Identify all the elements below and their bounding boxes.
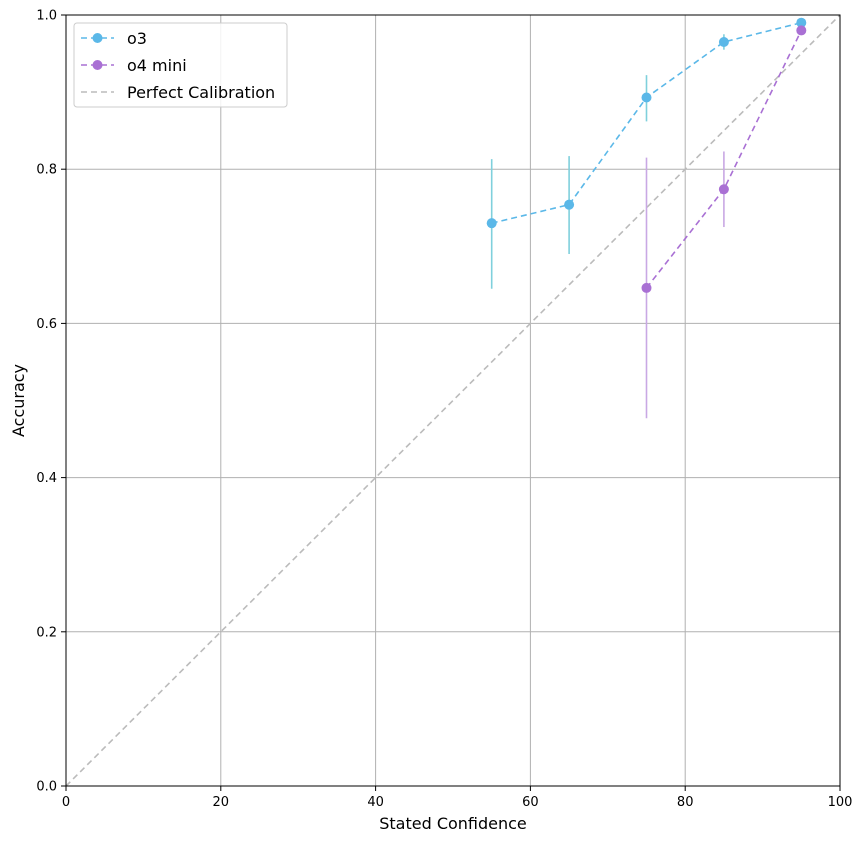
plot-frame xyxy=(65,14,841,787)
x-tick-label: 60 xyxy=(522,795,539,810)
x-tick-label: 80 xyxy=(677,795,694,810)
y-tick-label: 0.2 xyxy=(36,625,57,640)
legend-marker xyxy=(92,33,103,43)
legend-entry: o3 xyxy=(81,29,147,48)
data-point xyxy=(718,36,729,47)
y-tick-labels: 0.0 0.2 0.4 0.6 0.8 1.0 xyxy=(36,9,66,795)
y-tick-label: 1.0 xyxy=(36,9,57,24)
x-tick-label: 20 xyxy=(213,795,230,810)
legend-marker xyxy=(92,60,103,70)
legend-label: o3 xyxy=(127,29,147,48)
y-tick-label: 0.4 xyxy=(36,471,57,486)
series-layer xyxy=(486,17,807,419)
legend-entry: o4 mini xyxy=(81,56,187,75)
legend-label: o4 mini xyxy=(127,56,187,75)
y-tick-label: 0.0 xyxy=(36,780,57,795)
legend-entry: Perfect Calibration xyxy=(81,83,275,102)
x-tick-label: 0 xyxy=(62,795,70,810)
x-axis-title: Stated Confidence xyxy=(379,814,527,833)
data-point xyxy=(641,92,652,103)
data-point xyxy=(564,199,575,210)
legend-box xyxy=(73,22,288,108)
data-point xyxy=(486,218,497,229)
series-0 xyxy=(486,17,807,289)
legend: o3 o4 mini Perfect Calibration xyxy=(73,22,288,108)
y-tick-label: 0.6 xyxy=(36,317,57,332)
data-point xyxy=(641,282,652,293)
legend-label: Perfect Calibration xyxy=(127,83,275,102)
y-axis-title: Accuracy xyxy=(9,364,28,437)
x-tick-label: 100 xyxy=(828,795,853,810)
x-tick-labels: 0 20 40 60 80 100 xyxy=(62,786,853,810)
perfect-calibration-line xyxy=(65,14,841,787)
x-tick-label: 40 xyxy=(367,795,384,810)
reference-line-layer xyxy=(65,14,841,787)
series-1 xyxy=(641,25,807,419)
data-point xyxy=(796,25,807,36)
y-tick-label: 0.8 xyxy=(36,163,57,178)
data-point xyxy=(718,184,729,195)
data-point xyxy=(796,17,807,28)
